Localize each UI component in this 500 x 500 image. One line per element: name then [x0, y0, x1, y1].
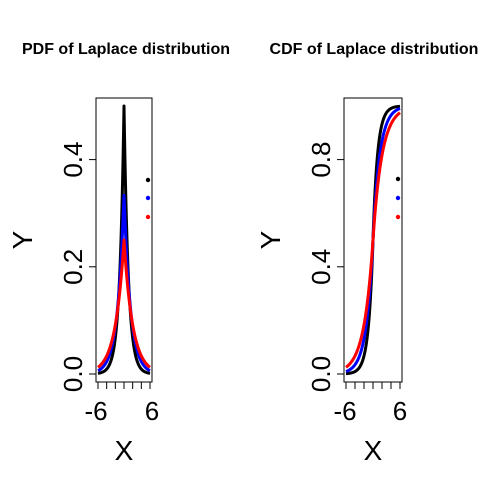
cdf-series-line-3: [344, 111, 402, 369]
pdf-panel: 0.0 0.2 0.4 -6 6 X Y: [7, 97, 159, 466]
pdf-legend-dot-1: [145, 177, 151, 183]
pdf-series-line-1: [96, 104, 152, 375]
cdf-y-tick-label: 0.0: [306, 356, 336, 392]
cdf-series-group: [344, 104, 402, 376]
pdf-x-axis-label: X: [115, 435, 134, 466]
cdf-y-ticks: 0.0 0.4 0.8: [306, 142, 344, 392]
pdf-x-minor-ticks: [97, 382, 151, 389]
cdf-y-axis-label: Y: [255, 230, 286, 249]
cdf-y-tick-label: 0.8: [306, 142, 336, 178]
cdf-y-tick-label: 0.4: [306, 249, 336, 285]
pdf-legend-dot-3: [145, 214, 151, 220]
pdf-y-tick-label: 0.2: [58, 249, 88, 285]
cdf-x-tick-label-min: -6: [333, 396, 356, 426]
cdf-legend: [395, 176, 401, 220]
pdf-legend: [145, 177, 151, 220]
pdf-series-line-2: [96, 193, 152, 373]
pdf-series-line-3: [96, 238, 152, 369]
pdf-x-tick-label-max: 6: [145, 396, 159, 426]
pdf-series-group: [96, 104, 152, 375]
pdf-y-ticks: 0.0 0.2 0.4: [58, 142, 96, 392]
pdf-y-tick-label: 0.0: [58, 356, 88, 392]
pdf-chart-title: PDF of Laplace distribution: [22, 41, 230, 58]
cdf-x-tick-label-max: 6: [393, 396, 407, 426]
pdf-y-tick-label: 0.4: [58, 142, 88, 178]
pdf-legend-dot-2: [145, 195, 151, 201]
cdf-x-minor-ticks: [345, 382, 401, 389]
cdf-chart-title: CDF of Laplace distribution: [270, 41, 479, 58]
pdf-y-axis-label: Y: [7, 230, 38, 249]
cdf-x-axis-label: X: [364, 435, 383, 466]
cdf-legend-dot-1: [395, 176, 401, 182]
cdf-legend-dot-2: [395, 195, 401, 201]
cdf-legend-dot-3: [395, 214, 401, 220]
pdf-x-tick-label-min: -6: [84, 396, 107, 426]
cdf-panel: 0.0 0.4 0.8 -6 6 X Y: [255, 97, 407, 466]
